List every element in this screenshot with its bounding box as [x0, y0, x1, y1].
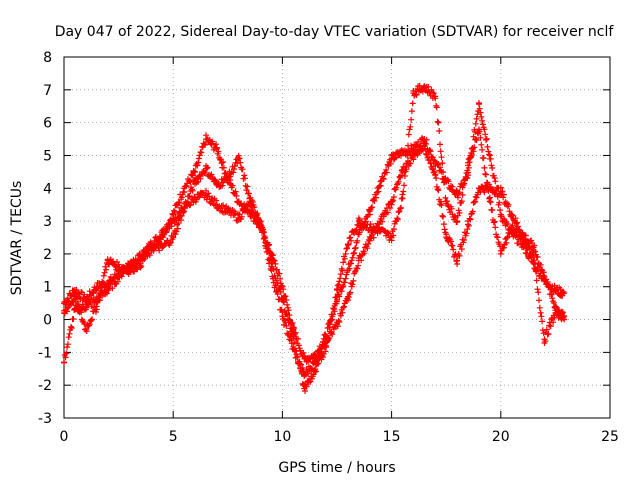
x-tick-label: 15 [383, 429, 401, 445]
grid [64, 57, 610, 418]
y-tick-label: 0 [43, 313, 52, 329]
y-tick-label: 6 [43, 116, 52, 132]
y-tick-label: 1 [43, 280, 52, 296]
x-tick-label: 0 [60, 429, 69, 445]
chart-title: Day 047 of 2022, Sidereal Day-to-day VTE… [55, 24, 615, 40]
axis-ticks: 0 5 10 15 20 25 -3 -2 -1 0 1 2 3 4 5 6 7 8 [38, 50, 619, 445]
y-tick-label: 3 [43, 214, 52, 230]
series-trace [61, 101, 567, 365]
series-trace [61, 140, 567, 380]
x-tick-label: 25 [601, 429, 619, 445]
y-tick-label: 7 [43, 83, 52, 99]
y-tick-label: 8 [43, 50, 52, 66]
y-tick-label: 4 [43, 181, 52, 197]
x-tick-label: 10 [273, 429, 291, 445]
data-series [61, 82, 568, 394]
y-axis-label: SDTVAR / TECUs [9, 181, 25, 296]
y-tick-label: -1 [38, 345, 52, 361]
plot-frame [63, 56, 611, 419]
series-3 [61, 82, 568, 394]
x-tick-label: 5 [169, 429, 178, 445]
series-trace [61, 82, 567, 394]
y-tick-label: -3 [38, 411, 52, 427]
y-tick-label: -2 [38, 378, 52, 394]
series-1 [61, 99, 568, 365]
y-tick-label: 5 [43, 148, 52, 164]
x-axis-label: GPS time / hours [278, 460, 395, 476]
y-tick-label: 2 [43, 247, 52, 263]
x-tick-label: 20 [492, 429, 510, 445]
